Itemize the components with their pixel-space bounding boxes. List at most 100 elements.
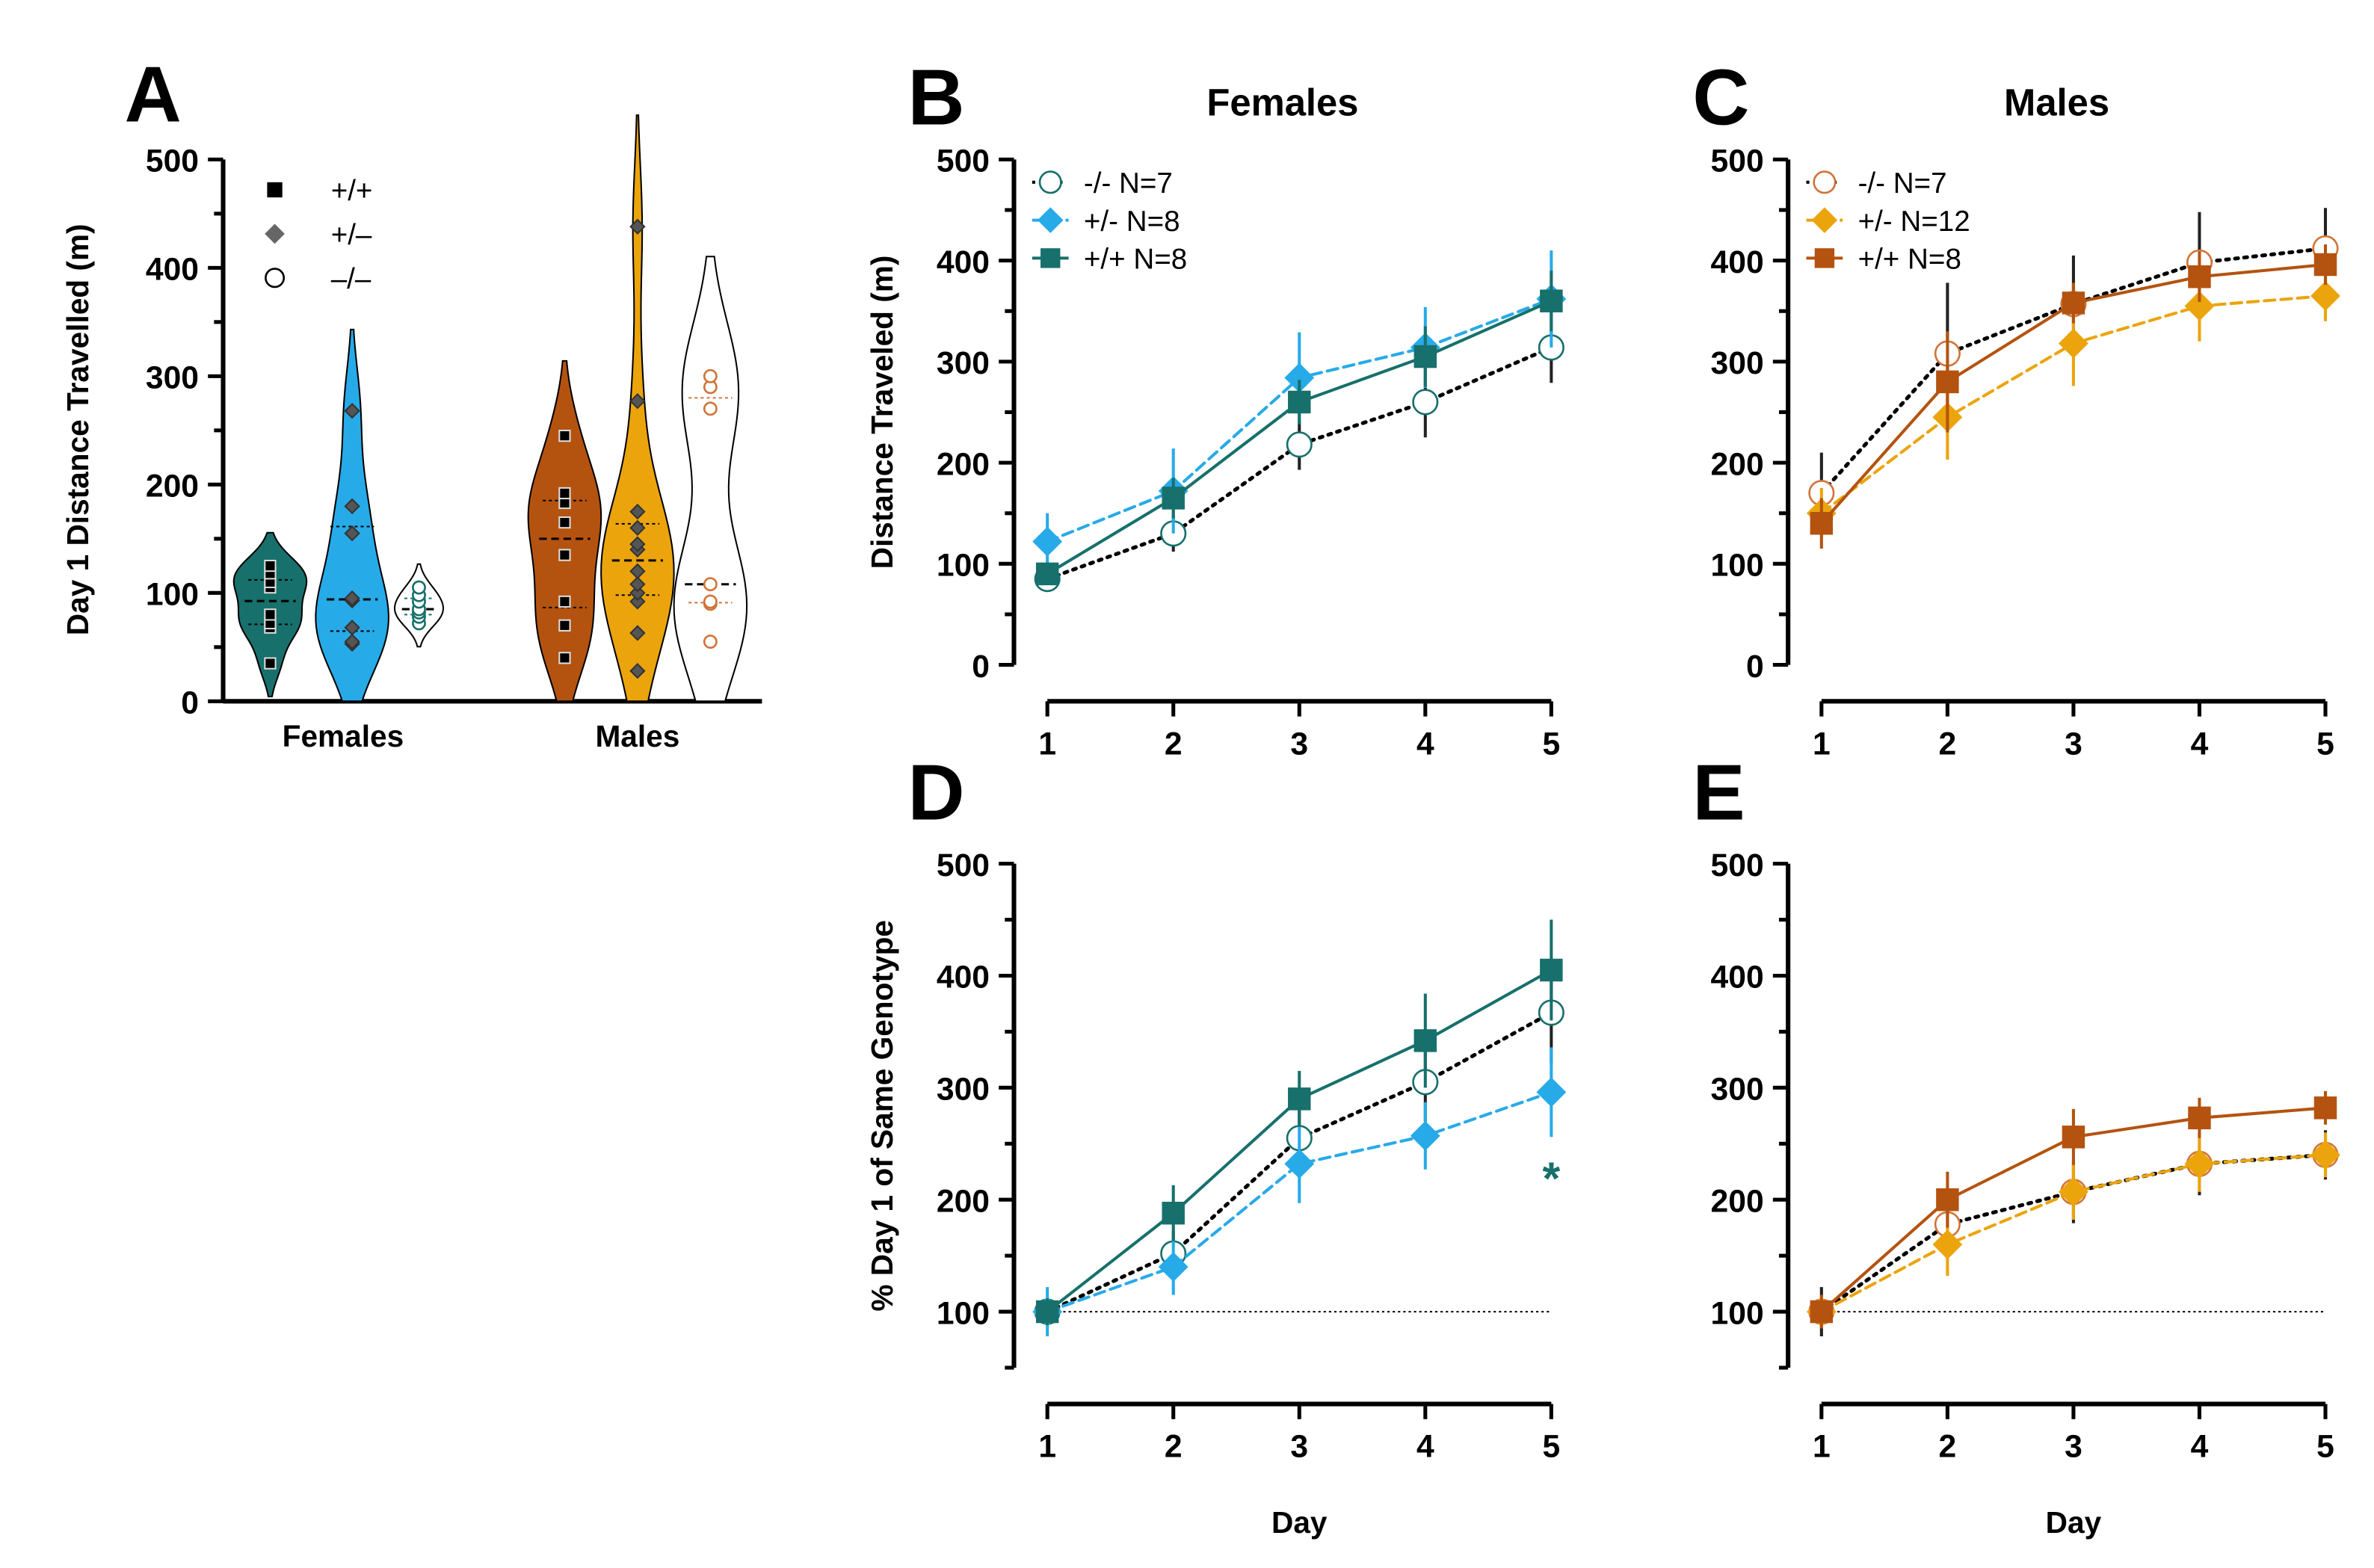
x-tick-label: 4 <box>1416 726 1434 762</box>
data-point <box>1162 1201 1185 1225</box>
data-point <box>344 620 360 636</box>
legend-label: -/- N=7 <box>1858 167 1947 200</box>
x-tick-label: 5 <box>2316 1429 2334 1465</box>
panel-label-c: C <box>1692 54 1749 142</box>
significance-asterisk: * <box>1543 1152 1561 1203</box>
x-tick-label: 3 <box>2065 1429 2082 1465</box>
x-tick-label: 4 <box>2191 1429 2209 1465</box>
x-tick-label-males: Males <box>595 719 679 753</box>
y-tick-label: 200 <box>146 469 199 504</box>
data-point <box>1035 1300 1059 1324</box>
data-point <box>629 663 646 679</box>
panel-label-d: D <box>907 749 964 837</box>
data-point <box>1810 1300 1834 1324</box>
y-tick-label: 500 <box>1711 848 1764 883</box>
y-tick-label: 400 <box>146 252 199 288</box>
y-tick-label: 400 <box>937 960 990 996</box>
y-tick-label: 200 <box>937 446 990 482</box>
data-point <box>703 368 718 383</box>
x-tick-label: 1 <box>1813 726 1831 762</box>
panel-title: Males <box>2004 81 2109 123</box>
violin-males-5 <box>673 256 748 703</box>
data-point <box>1162 487 1185 510</box>
data-point <box>1413 1029 1437 1052</box>
data-point <box>1286 431 1313 458</box>
data-point <box>2310 1140 2340 1170</box>
panel-label-b: B <box>907 54 964 142</box>
series-line-0 <box>1045 345 1553 581</box>
data-point <box>264 608 277 621</box>
y-axis-label: % Day 1 of Same Genotype <box>865 920 899 1312</box>
legend-marker <box>1811 207 1838 233</box>
data-point <box>1540 289 1563 312</box>
series-line-1 <box>1046 1090 1553 1314</box>
legend-label: –/– <box>331 263 371 295</box>
y-tick-label: 300 <box>937 345 990 381</box>
data-point <box>558 652 571 664</box>
data-point <box>1410 1120 1440 1151</box>
y-axis-label: Day 1 Distance Travelled (m) <box>61 223 95 635</box>
legend-label: +/+ <box>331 175 373 207</box>
x-tick-label: 1 <box>1038 1429 1056 1465</box>
x-axis-label: Day <box>2046 1505 2102 1540</box>
legend-marker <box>1813 170 1837 194</box>
data-point <box>2310 281 2340 311</box>
data-point <box>1288 1087 1311 1111</box>
x-tick-label: 3 <box>1290 726 1308 762</box>
x-tick-label: 2 <box>1165 726 1183 762</box>
data-point <box>558 619 571 632</box>
data-point <box>558 516 571 529</box>
x-tick-label: 1 <box>1038 726 1056 762</box>
y-tick-label: 300 <box>146 360 199 396</box>
data-point <box>629 393 646 410</box>
x-tick-label: 5 <box>1543 726 1561 762</box>
y-tick-label: 500 <box>937 143 990 179</box>
legend-label: -/- N=7 <box>1084 167 1173 200</box>
data-point <box>344 525 360 542</box>
legend-label: +/+ N=8 <box>1858 244 1961 276</box>
data-point <box>2313 1096 2337 1120</box>
legend-marker <box>1037 207 1064 233</box>
data-point <box>2184 1149 2215 1179</box>
data-point <box>344 590 360 607</box>
x-tick-label: 5 <box>2316 726 2334 762</box>
data-point <box>1035 562 1059 586</box>
data-point <box>629 584 646 602</box>
data-point <box>629 625 646 641</box>
legend-marker <box>1814 248 1835 268</box>
x-tick-label: 5 <box>1543 1429 1561 1465</box>
data-point <box>2062 291 2085 315</box>
y-tick-label: 0 <box>181 685 199 721</box>
data-point <box>629 593 646 610</box>
y-tick-label: 100 <box>1711 1295 1764 1331</box>
y-tick-label: 300 <box>1711 1072 1764 1108</box>
data-point <box>344 403 360 419</box>
x-tick-label: 4 <box>1416 1429 1434 1465</box>
data-point <box>2184 291 2215 321</box>
legend-marker <box>1040 248 1061 268</box>
x-tick-label: 2 <box>1939 726 1957 762</box>
legend-marker <box>265 223 285 244</box>
series-line-1 <box>1819 1153 2328 1314</box>
legend-label: +/- N=8 <box>1084 206 1180 238</box>
data-point <box>703 635 718 649</box>
x-tick-label: 2 <box>1165 1429 1183 1465</box>
y-tick-label: 500 <box>1711 143 1764 179</box>
violin-females-1 <box>315 328 389 703</box>
data-point <box>344 498 360 515</box>
y-tick-label: 0 <box>1746 649 1764 685</box>
y-axis-label: Distance Traveled (m) <box>865 256 899 570</box>
data-point <box>629 576 646 593</box>
x-tick-label: 1 <box>1813 1429 1831 1465</box>
data-point <box>1936 1188 1959 1212</box>
x-axis-label: Day <box>1271 1505 1328 1540</box>
legend-marker <box>265 268 286 288</box>
data-point <box>2313 253 2337 277</box>
data-point <box>1932 1229 1963 1260</box>
data-point <box>412 580 426 595</box>
legend-marker <box>267 182 283 198</box>
legend-marker <box>1038 170 1062 194</box>
data-point <box>2062 1126 2085 1149</box>
y-tick-label: 200 <box>937 1183 990 1219</box>
